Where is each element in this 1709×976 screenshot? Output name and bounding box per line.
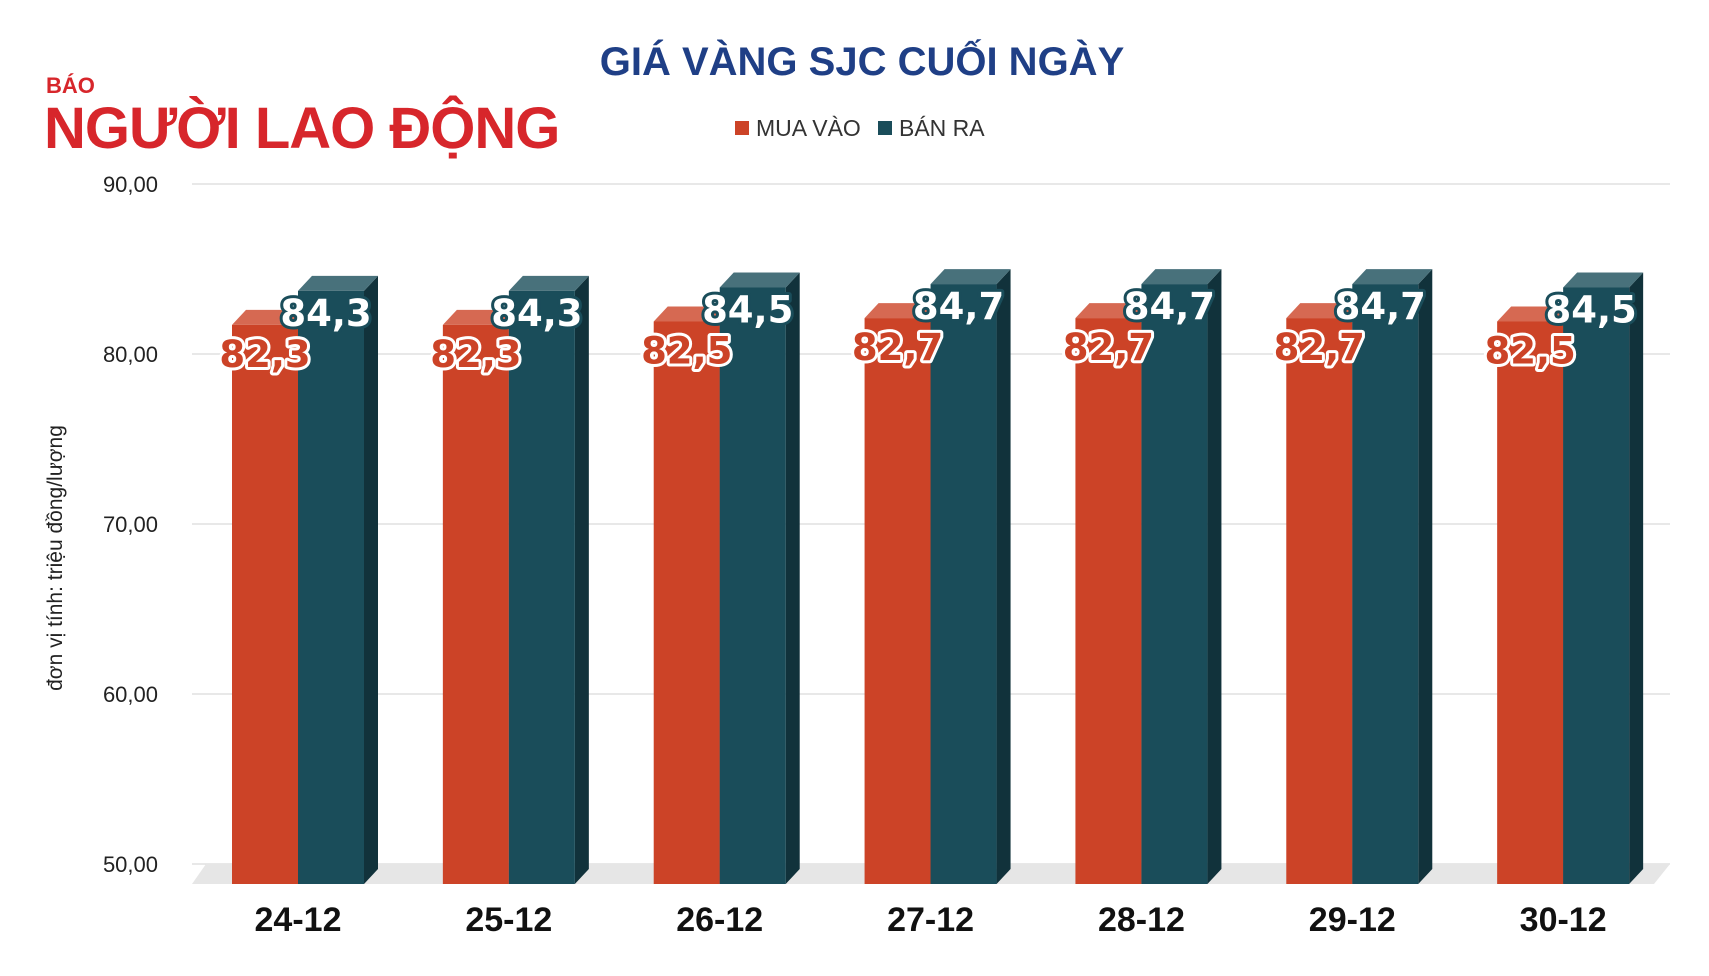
bar-top [653, 306, 734, 322]
bar-front [1141, 284, 1208, 885]
bar-top [508, 275, 589, 291]
x-tick-label: 25-12 [465, 901, 552, 939]
bar-front [1563, 287, 1630, 884]
y-tick-label: 50,00 [103, 852, 158, 877]
bar-front [930, 284, 997, 885]
data-labels: 82,384,382,384,382,584,582,784,782,784,7… [216, 282, 1639, 379]
bar-ban-ra [1352, 269, 1433, 885]
bar-top [864, 303, 945, 319]
legend: MUA VÀO BÁN RA [735, 115, 985, 141]
bar-top [1286, 303, 1367, 319]
bar-front [442, 324, 509, 884]
bar-side [364, 275, 378, 884]
data-label: 84,7 [913, 285, 1004, 328]
bar-front [232, 324, 298, 884]
bar-top [1075, 303, 1156, 319]
y-tick-label: 80,00 [103, 342, 158, 367]
bar-front [653, 321, 720, 884]
newspaper-logo: BÁO NGƯỜI LAO ĐỘNG [44, 73, 560, 161]
bar-top [298, 275, 378, 291]
x-axis-categories: 24-12 25-12 26-12 27-12 28-12 29-12 30-12 [255, 901, 1607, 939]
bars [232, 269, 1644, 885]
data-label: 82,3 [219, 333, 310, 376]
legend-swatch [878, 121, 892, 135]
data-label: 82,5 [641, 330, 732, 373]
bar-front [864, 318, 931, 885]
bar-front [298, 290, 364, 884]
x-tick-label: 28-12 [1098, 901, 1185, 939]
y-tick-label: 70,00 [103, 512, 158, 537]
bar-front [1497, 321, 1564, 884]
legend-label: MUA VÀO [756, 115, 861, 141]
logo-main-text: NGƯỜI LAO ĐỘNG [44, 96, 559, 161]
bar-top [442, 309, 523, 325]
y-tick-label: 90,00 [103, 172, 158, 197]
bar-top [1497, 306, 1578, 322]
data-label: 82,7 [1063, 326, 1154, 369]
logo-small-text: BÁO [46, 73, 95, 98]
bar-top [232, 309, 312, 325]
data-label: 84,5 [1545, 289, 1636, 332]
bar-top [930, 269, 1011, 285]
bar-front [719, 287, 786, 884]
data-label: 82,5 [1484, 330, 1575, 373]
bar-ban-ra [1563, 272, 1644, 884]
bar-front [1286, 318, 1353, 885]
x-tick-label: 29-12 [1309, 901, 1396, 939]
bar-ban-ra [508, 275, 589, 884]
data-label: 84,3 [491, 292, 582, 335]
bar-ban-ra [298, 275, 378, 884]
bar-ban-ra [719, 272, 800, 884]
y-tick-label: 60,00 [103, 682, 158, 707]
data-label: 84,5 [702, 289, 793, 332]
data-label: 84,7 [1335, 285, 1426, 328]
bar-side [996, 269, 1011, 885]
x-tick-label: 24-12 [255, 901, 342, 939]
x-tick-label: 27-12 [887, 901, 974, 939]
data-label: 84,7 [1124, 285, 1215, 328]
bar-side [785, 272, 800, 884]
bar-mua-vao [232, 309, 312, 884]
bar-ban-ra [1141, 269, 1222, 885]
bar-top [1352, 269, 1433, 285]
bar-side [1207, 269, 1222, 885]
legend-swatch [735, 121, 749, 135]
bar-top [1563, 272, 1644, 288]
bar-ban-ra [930, 269, 1011, 885]
bar-side [574, 275, 589, 884]
bar-front [1075, 318, 1142, 885]
bar-top [1141, 269, 1222, 285]
y-axis-ticks: 50,00 60,00 70,00 80,00 90,00 [103, 172, 158, 877]
y-axis-label: đơn vị tính: triệu đồng/lượng [44, 425, 67, 691]
data-label: 82,7 [852, 326, 943, 369]
bar-front [1352, 284, 1419, 885]
bar-top [719, 272, 800, 288]
x-tick-label: 30-12 [1520, 901, 1607, 939]
data-label: 84,3 [280, 292, 371, 335]
bar-front [508, 290, 575, 884]
x-tick-label: 26-12 [676, 901, 763, 939]
bar-side [1418, 269, 1433, 885]
legend-label: BÁN RA [899, 115, 985, 141]
data-label: 82,3 [430, 333, 521, 376]
data-label: 82,7 [1274, 326, 1365, 369]
bar-side [1629, 272, 1644, 884]
chart-title: GIÁ VÀNG SJC CUỐI NGÀY [600, 38, 1125, 84]
